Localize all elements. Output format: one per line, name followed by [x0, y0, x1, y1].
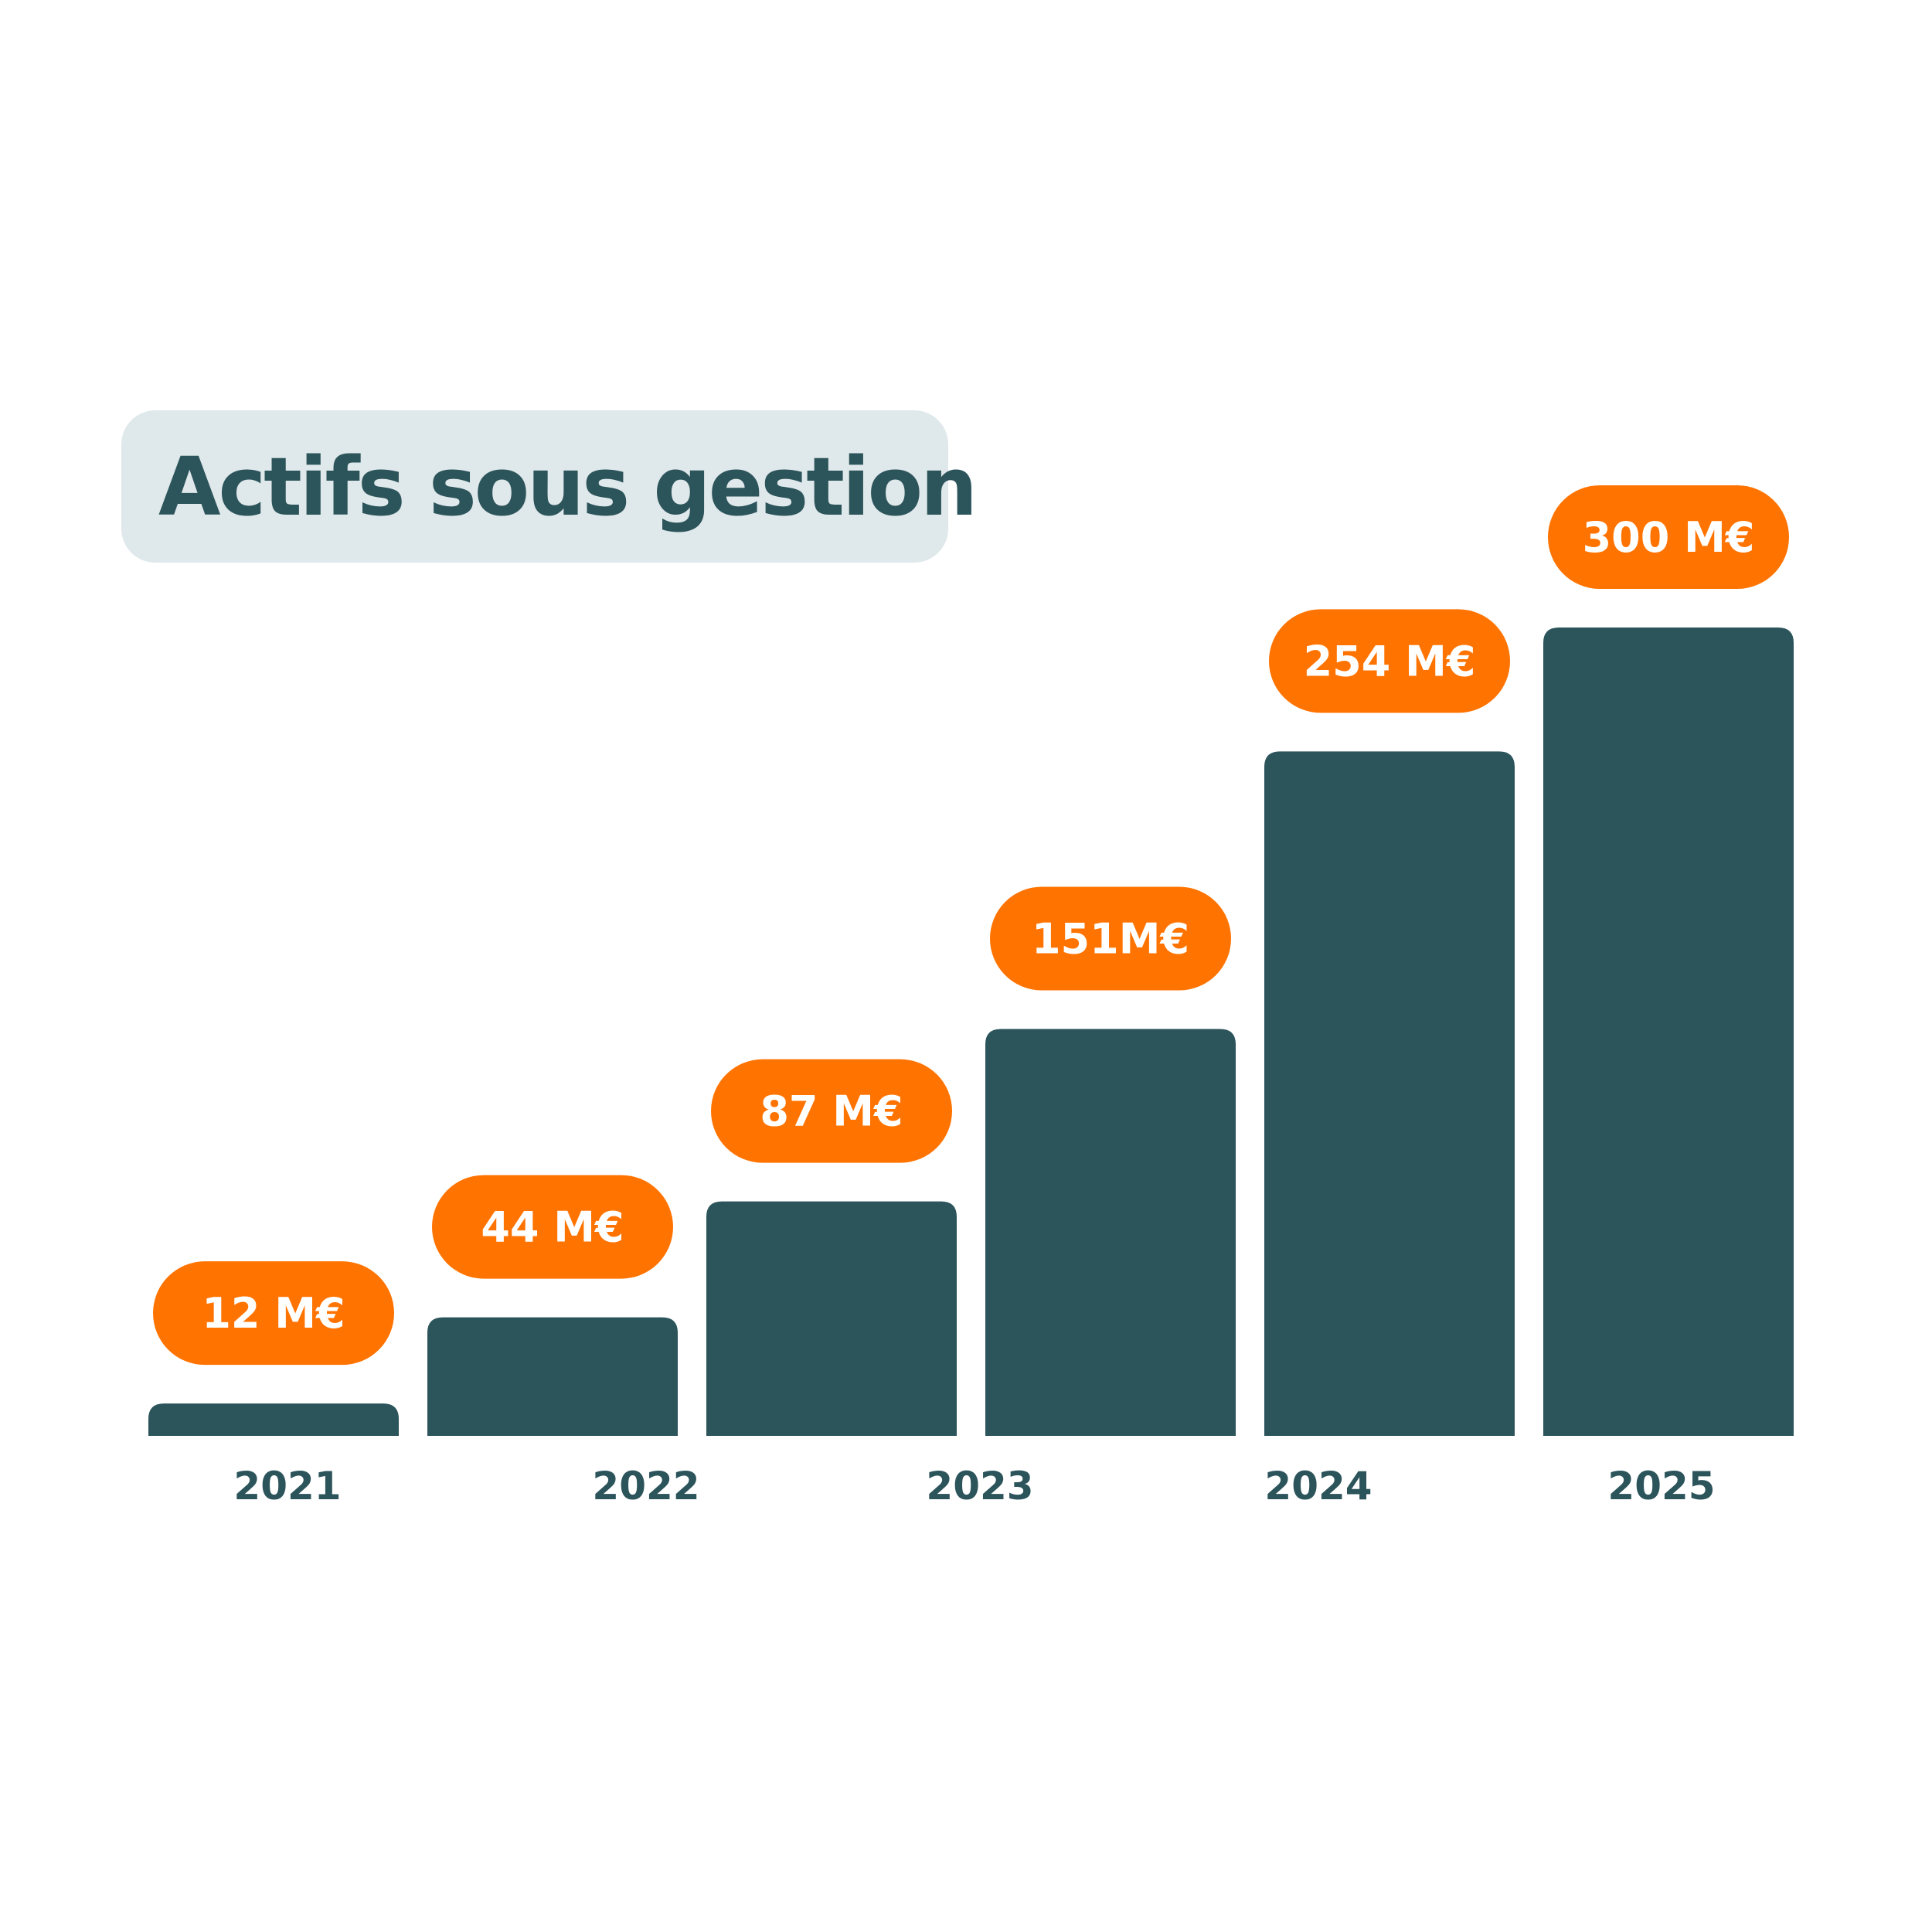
x-tick-label-2023: 2023	[926, 1464, 1033, 1509]
chart-title-box: Actifs sous gestion	[121, 410, 978, 563]
bar-0	[148, 1403, 399, 1436]
x-tick-label-2022: 2022	[592, 1464, 699, 1509]
value-label-5: 300 M€	[1583, 513, 1755, 562]
value-badge-0	[153, 1261, 394, 1366]
value-badge-2	[711, 1059, 952, 1163]
bar-3	[985, 1029, 1236, 1436]
value-label-4: 254 M€	[1304, 637, 1476, 685]
value-badge-5	[1548, 485, 1789, 589]
value-badge-1	[432, 1175, 673, 1279]
value-badge-4	[1269, 609, 1510, 713]
bar-4	[1264, 751, 1515, 1436]
chart-title: Actifs sous gestion	[158, 439, 978, 534]
bar-1	[427, 1317, 678, 1436]
x-tick-label-2025: 2025	[1607, 1464, 1715, 1509]
bar-2	[706, 1201, 957, 1436]
value-label-3: 151M€	[1032, 915, 1189, 964]
value-label-1: 44 M€	[481, 1203, 624, 1252]
value-badge-3	[990, 886, 1231, 991]
bar-5	[1543, 628, 1794, 1436]
value-label-0: 12 M€	[202, 1289, 345, 1338]
x-tick-label-2021: 2021	[233, 1464, 341, 1509]
x-tick-label-2024: 2024	[1264, 1464, 1372, 1509]
value-label-2: 87 M€	[760, 1087, 903, 1136]
